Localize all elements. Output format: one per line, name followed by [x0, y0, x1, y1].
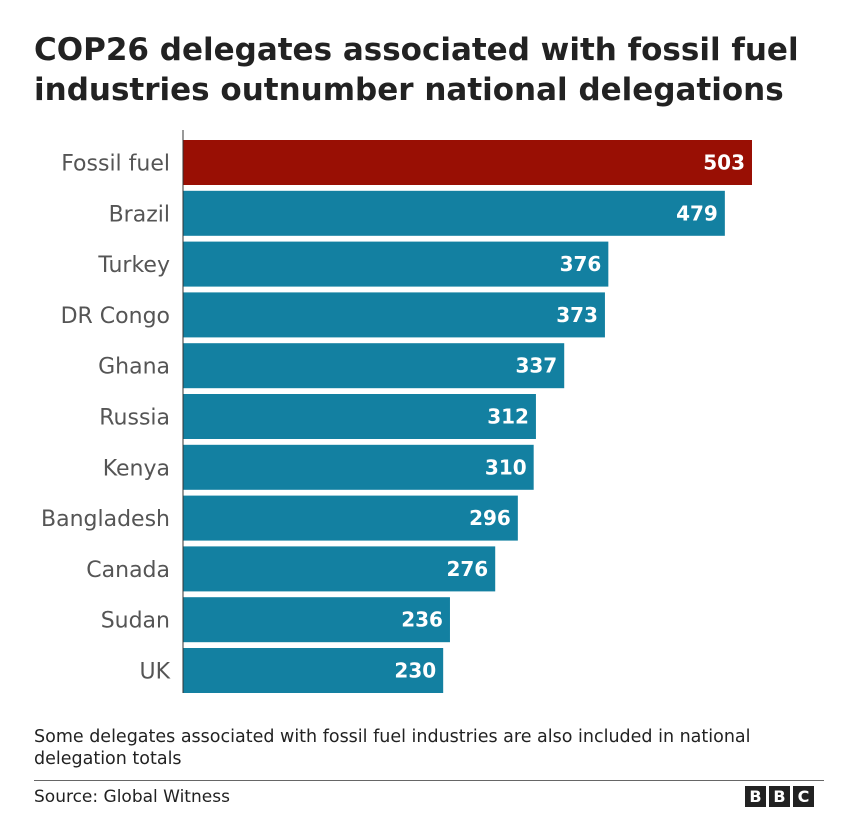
value-label: 230 [394, 659, 436, 683]
category-label: Bangladesh [41, 507, 170, 532]
category-label: Brazil [109, 202, 170, 227]
bar-russia [183, 394, 536, 439]
bar-canada [183, 546, 496, 592]
bar-brazil [183, 190, 725, 236]
source-text: Source: Global Witness [34, 787, 230, 807]
bar-kenya [183, 444, 534, 490]
category-label: Turkey [97, 253, 170, 278]
value-label: 312 [487, 405, 529, 429]
value-label: 376 [560, 252, 602, 276]
value-label: 310 [485, 455, 527, 479]
category-label: Fossil fuel [61, 152, 170, 177]
category-label: UK [139, 660, 170, 685]
value-label: 236 [401, 608, 443, 632]
bar-turkey [183, 241, 609, 287]
value-label: 373 [556, 303, 598, 327]
bar-ghana [183, 343, 565, 389]
chart-title: COP26 delegates associated with fossil f… [34, 32, 799, 108]
bar-uk [183, 648, 444, 693]
category-label: Ghana [98, 355, 170, 380]
bar-dr-congo [183, 292, 605, 338]
bbc-logo: B B C [745, 786, 814, 807]
bar-fossil-fuel [183, 140, 752, 185]
value-label: 337 [515, 354, 557, 378]
bar-chart: Fossil fuel 503 Brazil 479 Turkey 376 DR Congo… [41, 130, 752, 693]
bar-sudan [183, 597, 450, 643]
value-label: 479 [676, 201, 718, 225]
footer-divider [34, 780, 824, 781]
category-label: DR Congo [61, 304, 170, 329]
category-label: Canada [86, 558, 170, 583]
category-label: Sudan [101, 609, 170, 634]
bars-layer: Fossil fuel 503 Brazil 479 Turkey 376 DR Congo… [41, 140, 752, 693]
footnote: Some delegates associated with fossil fu… [34, 727, 751, 769]
value-label: 296 [469, 506, 511, 530]
category-label: Russia [99, 406, 170, 431]
logo-letter-c: C [793, 786, 814, 807]
logo-letter-b2: B [769, 786, 790, 807]
logo-letter-b1: B [745, 786, 766, 807]
value-label: 276 [446, 557, 488, 581]
value-label: 503 [703, 151, 745, 175]
bar-bangladesh [183, 495, 518, 541]
category-label: Kenya [103, 456, 170, 481]
